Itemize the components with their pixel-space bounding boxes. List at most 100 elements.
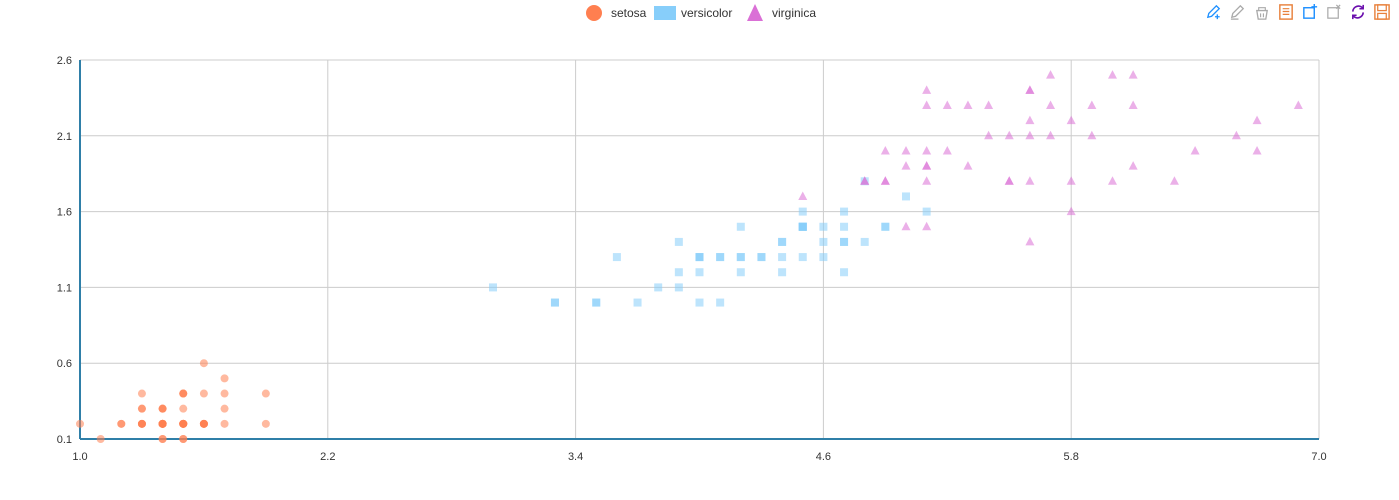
virginica-point [901,161,911,170]
virginica-point [922,85,932,94]
restore-icon[interactable] [1349,3,1367,21]
mark-pen-icon[interactable] [1205,3,1223,21]
data-view-icon[interactable] [1277,3,1295,21]
virginica-point [1004,130,1014,140]
data-zoom-reset-icon[interactable] [1325,3,1343,21]
triangle-legend-icon [747,4,763,21]
setosa-point [179,389,188,398]
virginica-point [963,100,973,109]
setosa-point [261,389,270,398]
virginica-point [1046,100,1056,109]
versicolor-point [840,207,849,216]
setosa-point [179,435,188,443]
y-tick-label: 1.6 [57,207,72,219]
versicolor-point [612,253,621,262]
virginica-point [1252,115,1262,125]
virginica-point [1169,176,1179,185]
save-as-image-icon-glyph [1374,4,1390,20]
versicolor-point [736,253,745,262]
virginica-point [1046,130,1056,140]
virginica-point [1231,130,1241,140]
legend-item-versicolor[interactable]: versicolor [654,3,732,23]
legend-item-virginica[interactable]: virginica [745,3,816,23]
save-as-image-icon[interactable] [1373,3,1391,21]
setosa-point [137,389,146,398]
setosa-point [199,359,208,368]
virginica-point [922,176,932,185]
y-tick-label: 2.6 [57,55,72,67]
x-tick-label: 2.2 [320,451,335,463]
legend-label: setosa [611,6,647,20]
legend-item-setosa[interactable]: setosa [584,3,646,23]
mark-clear-icon[interactable] [1253,3,1271,21]
setosa-point [96,435,105,443]
versicolor-point [819,237,828,246]
versicolor-point [736,268,745,277]
virginica-point [1004,176,1014,185]
virginica-point [1190,145,1200,155]
virginica-point [1025,236,1035,246]
versicolor-point [695,268,704,277]
setosa-point [179,404,188,413]
virginica-point [1108,176,1117,185]
setosa-point [220,374,229,383]
data-points [76,70,1303,443]
versicolor-point [798,222,807,231]
x-tick-label: 7.0 [1311,451,1326,463]
versicolor-point [840,268,849,277]
versicolor-point [695,298,704,307]
data-zoom-icon-glyph [1303,3,1318,19]
setosa-point [158,419,167,428]
tick-labels: 1.0 2.2 3.4 4.6 5.8 7.0 0.1 0.6 1.1 1.6 2.1 2.6 [57,55,1327,463]
virginica-point [1046,70,1056,79]
virginica-point [1128,161,1138,170]
virginica-point [922,221,932,231]
virginica-point [942,100,952,109]
x-tick-label: 3.4 [568,451,583,463]
versicolor-point [840,222,849,231]
versicolor-point [902,192,910,201]
versicolor-point [736,222,745,231]
mark-undo-icon[interactable] [1229,3,1247,21]
virginica-point [1025,130,1035,140]
virginica-point [1108,70,1117,79]
legend: setosa versicolor virginica [0,3,1399,23]
data-zoom-icon[interactable] [1301,3,1319,21]
y-tick-label: 0.1 [57,434,72,446]
virginica-point [1066,115,1076,125]
versicolor-point [674,283,683,292]
setosa-point [199,389,208,398]
legend-label: virginica [772,6,817,20]
virginica-point [1066,206,1076,216]
x-tick-label: 1.0 [72,451,87,463]
virginica-point [984,100,994,109]
virginica-point [798,191,808,200]
axes [79,60,1319,440]
mark-pen-icon-glyph [1206,4,1221,20]
virginica-point [942,145,952,155]
virginica-point [1025,115,1035,125]
x-tick-label: 5.8 [1064,451,1079,463]
setosa-point [179,419,188,428]
versicolor-point [716,253,725,262]
virginica-point [922,145,932,155]
versicolor-point [778,237,787,246]
grid [79,59,1320,440]
data-view-icon-glyph [1279,4,1293,20]
virginica-point [1128,70,1138,79]
versicolor-point [778,268,787,277]
versicolor-point [654,283,663,292]
setosa-point [220,419,229,428]
virginica-point [1025,176,1035,185]
setosa-point [137,419,146,428]
setosa-point [76,419,84,428]
mark-undo-icon-glyph [1230,4,1245,20]
versicolor-point [674,237,683,246]
virginica-point [1066,176,1076,185]
versicolor-point [881,222,890,231]
versicolor-point [840,237,849,246]
versicolor-point [922,207,931,216]
setosa-point [117,419,126,428]
legend-label: versicolor [681,6,733,20]
virginica-point [1025,85,1035,94]
